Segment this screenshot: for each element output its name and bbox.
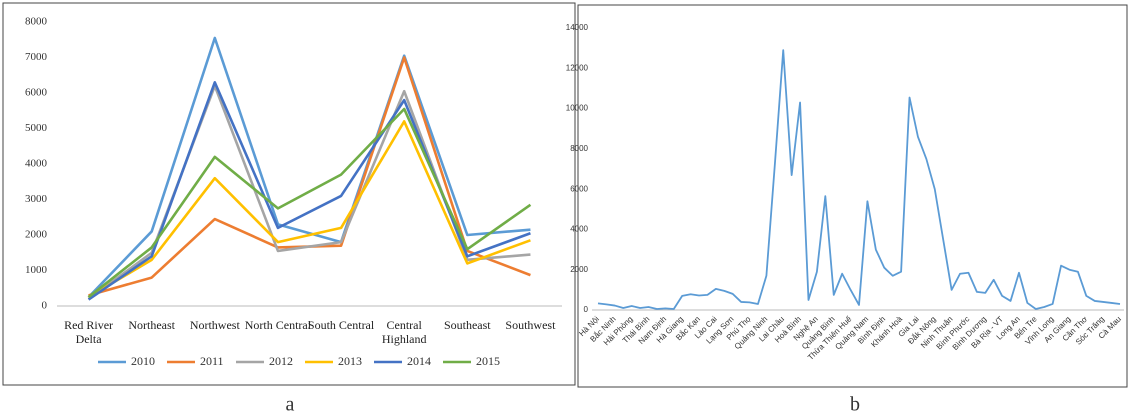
y-tick-label: 1000 [25,264,48,276]
series-line [87,81,531,301]
x-tick-label: North Central [244,318,312,332]
x-tick-label: Northwest [189,318,240,332]
series-line [87,107,532,299]
x-tick-label: Southeast [443,318,491,332]
legend-label: 2012 [269,354,293,368]
x-tick-label: South Central [307,318,375,332]
caption: b [850,394,860,416]
x-tick-label: Red River Delta [64,318,114,346]
y-tick-label: 2000 [25,229,48,241]
y-tick-label: 0 [584,305,589,314]
y-tick-label: 6000 [570,184,588,193]
legend-label: 2010 [131,354,155,368]
y-tick-label: 12000 [566,63,589,72]
y-tick-label: 3000 [25,193,48,205]
x-tick-label: Northeast [128,318,176,332]
caption: a [286,394,295,416]
series-line [87,120,531,299]
y-tick-label: 6000 [25,87,48,99]
y-tick-label: 8000 [25,16,48,28]
y-tick-label: 10000 [566,104,589,113]
legend-label: 2011 [200,354,224,368]
y-tick-label: 4000 [570,225,588,234]
panel-frame [577,4,1128,388]
y-tick-label: 8000 [570,144,588,153]
series-line [597,49,1121,310]
series-line [88,56,531,297]
legend-label: 2014 [407,354,431,368]
y-tick-label: 2000 [570,265,588,274]
y-tick-label: 0 [42,300,48,312]
x-tick-label: Central Highland [381,318,427,346]
x-tick-label: Southwest [505,318,556,332]
y-tick-label: 7000 [25,51,48,63]
panel-frame [2,2,576,386]
legend-label: 2015 [476,354,500,368]
y-tick-label: 5000 [25,122,48,134]
y-tick-label: 4000 [25,158,48,170]
y-tick-label: 14000 [566,23,589,32]
legend-label: 2013 [338,354,362,368]
series-line [87,36,531,299]
